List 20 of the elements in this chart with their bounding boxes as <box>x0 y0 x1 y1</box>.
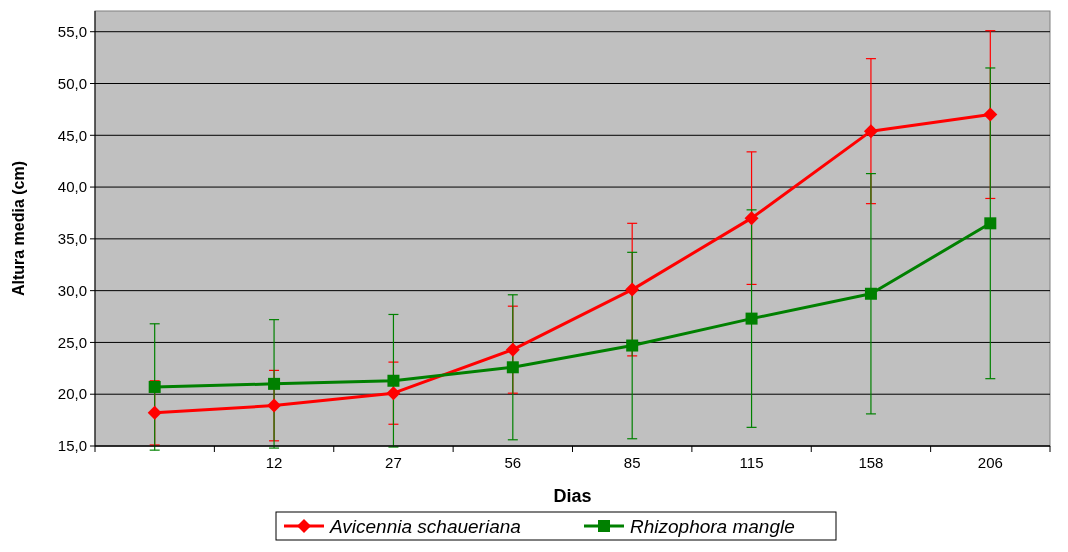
y-tick-label: 30,0 <box>57 281 87 299</box>
y-tick-label: 20,0 <box>57 385 87 403</box>
y-tick-label: 25,0 <box>57 333 87 351</box>
x-tick-label: 158 <box>858 454 884 471</box>
y-tick-label: 40,0 <box>57 178 87 196</box>
y-tick-label: 55,0 <box>57 22 87 40</box>
x-tick-label: 115 <box>739 454 764 471</box>
y-tick-label: 15,0 <box>57 437 87 455</box>
legend-label: Rhizophora mangle <box>630 515 795 537</box>
x-tick-label: 56 <box>504 454 522 471</box>
x-axis-title: Dias <box>553 486 592 506</box>
x-tick-label: 85 <box>623 454 641 471</box>
x-tick-label: 206 <box>977 454 1003 471</box>
y-tick-label: 45,0 <box>57 126 87 144</box>
y-tick-label: 35,0 <box>57 230 87 248</box>
x-tick-label: 27 <box>385 454 402 471</box>
y-tick-label: 50,0 <box>57 74 87 92</box>
x-tick-label: 12 <box>265 454 283 471</box>
legend-label: Avicennia schaueriana <box>329 515 521 537</box>
y-axis-title: Altura media (cm) <box>10 160 27 297</box>
